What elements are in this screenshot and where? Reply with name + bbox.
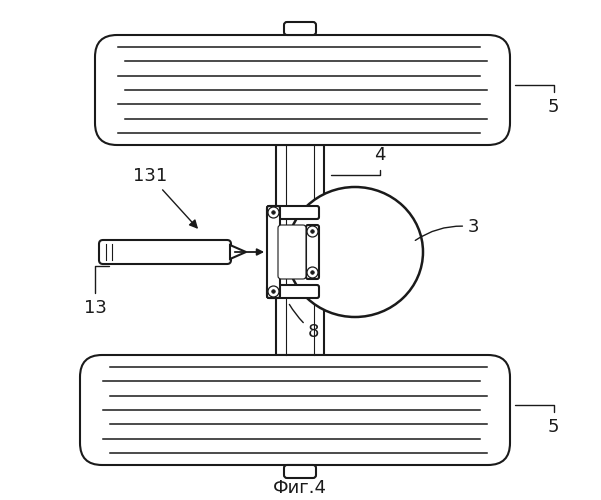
Circle shape — [268, 286, 279, 297]
FancyBboxPatch shape — [267, 206, 280, 298]
FancyBboxPatch shape — [267, 206, 319, 219]
Polygon shape — [230, 245, 246, 259]
Circle shape — [272, 210, 275, 214]
FancyBboxPatch shape — [284, 22, 316, 35]
Circle shape — [272, 290, 275, 294]
Text: Фиг.4: Фиг.4 — [273, 479, 327, 497]
Text: 5: 5 — [515, 84, 560, 116]
FancyBboxPatch shape — [284, 465, 316, 478]
Ellipse shape — [287, 187, 423, 317]
FancyBboxPatch shape — [267, 285, 319, 298]
Circle shape — [307, 226, 318, 237]
Text: 131: 131 — [133, 167, 197, 228]
Text: 3: 3 — [415, 218, 480, 240]
Text: 5: 5 — [515, 404, 560, 436]
FancyBboxPatch shape — [95, 35, 510, 145]
FancyBboxPatch shape — [99, 240, 231, 264]
Text: 13: 13 — [84, 266, 109, 317]
Circle shape — [307, 267, 318, 278]
Circle shape — [311, 230, 314, 234]
FancyBboxPatch shape — [278, 225, 306, 279]
FancyBboxPatch shape — [306, 225, 319, 279]
FancyBboxPatch shape — [80, 355, 510, 465]
Circle shape — [311, 270, 314, 274]
Circle shape — [268, 207, 279, 218]
Polygon shape — [276, 145, 324, 355]
Text: 4: 4 — [331, 146, 385, 175]
Text: 8: 8 — [290, 304, 319, 341]
